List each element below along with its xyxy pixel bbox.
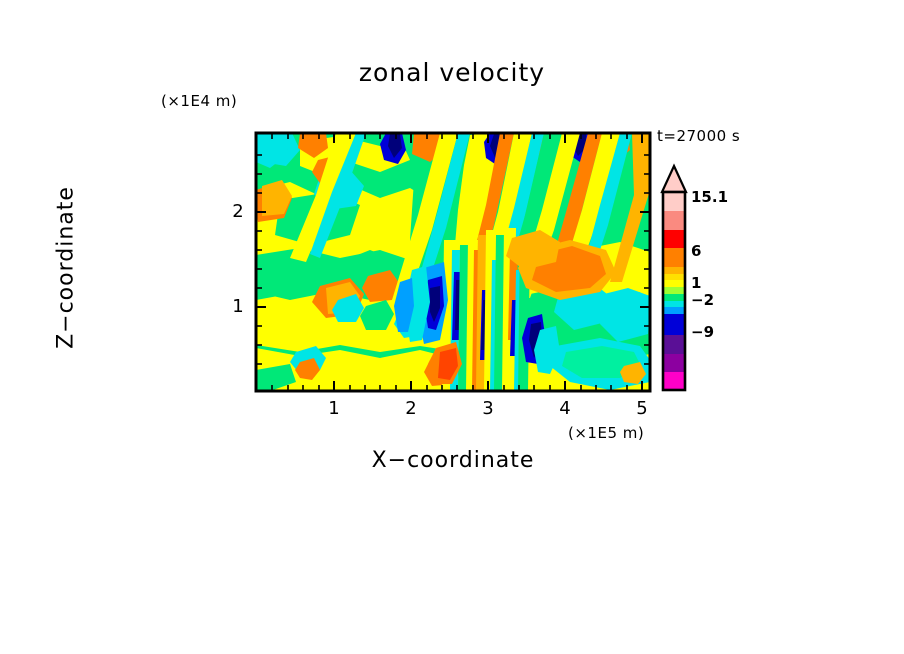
x-tick-label-3: 3 <box>482 398 494 419</box>
colorbar-bands <box>663 192 685 390</box>
y-tick-label-2: 2 <box>232 201 244 222</box>
plot-frame <box>254 131 652 393</box>
colorbar-label-6: 6 <box>691 242 702 260</box>
page-title: zonal velocity <box>358 58 546 87</box>
colorbar-label-15: 15.1 <box>691 188 729 206</box>
colorbar <box>660 163 688 392</box>
time-annotation: t=27000 s <box>657 127 741 145</box>
colorbar-outline <box>661 190 687 392</box>
x-axis-title: X−coordinate <box>371 448 535 473</box>
x-tick-label-2: 2 <box>405 398 417 419</box>
contour-field <box>256 133 650 391</box>
colorbar-label-1: 1 <box>691 274 702 292</box>
y-axis-ticks <box>256 154 650 365</box>
y-tick-label-1: 1 <box>232 296 244 317</box>
colorbar-arrow-cap <box>660 163 688 194</box>
x-axis-unit-label: (×1E5 m) <box>568 424 645 442</box>
z-axis-unit-label: (×1E4 m) <box>161 92 238 110</box>
colorbar-label-minus9: −9 <box>691 323 715 341</box>
colorbar-label-minus2: −2 <box>691 291 715 309</box>
x-tick-label-5: 5 <box>636 398 648 419</box>
central-plume <box>394 228 560 391</box>
x-axis-ticks <box>271 133 643 391</box>
x-tick-label-4: 4 <box>559 398 571 419</box>
x-tick-label-1: 1 <box>328 398 340 419</box>
